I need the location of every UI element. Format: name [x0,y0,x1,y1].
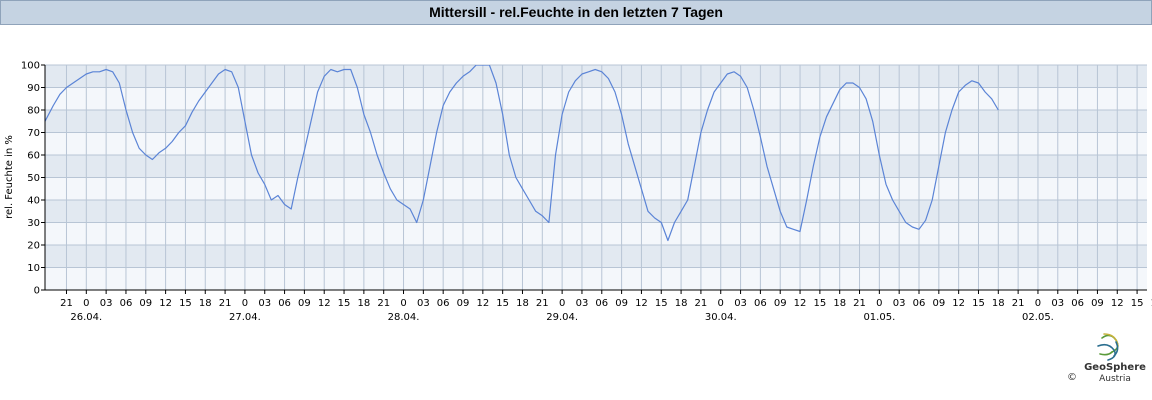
x-tick-label: 09 [932,298,945,309]
x-tick-label: 0 [718,298,724,309]
band [45,65,1147,88]
band [45,155,1147,178]
x-tick-label: 06 [437,298,450,309]
x-tick-label: 06 [595,298,608,309]
x-tick-label: 12 [794,298,807,309]
y-tick-label: 100 [21,61,40,72]
x-tick-label: 03 [576,298,589,309]
x-tick-labels: 21 0 03 06 09 12 15 18 21 0 03 06 09 12 15 18 21 0 03 06 09 1… [60,298,1152,309]
x-tick-label: 21 [695,298,708,309]
x-tick-label: 09 [457,298,470,309]
x-tick-label: 09 [615,298,628,309]
logo-name: GeoSphere [1084,362,1146,373]
x-tick-label: 12 [476,298,489,309]
x-tick-label: 0 [559,298,565,309]
y-tick-label: 90 [27,83,40,94]
x-tick-label: 15 [496,298,509,309]
x-tick-label: 06 [278,298,291,309]
x-tick-label: 18 [358,298,371,309]
date-label: 26.04. [70,312,102,323]
x-tick-label: 06 [913,298,926,309]
x-tick-label: 21 [1012,298,1025,309]
x-tick-label: 03 [258,298,271,309]
x-tick-label: 18 [1151,298,1152,309]
x-tick-label: 09 [298,298,311,309]
band [45,222,1147,245]
x-tick-label: 15 [338,298,351,309]
x-tick-label: 09 [139,298,152,309]
date-label: 30.04. [705,312,737,323]
x-tick-label: 15 [655,298,668,309]
x-tick-label: 09 [1091,298,1104,309]
x-tick-label: 12 [1111,298,1124,309]
y-tick-label: 10 [27,263,40,274]
x-tick-label: 06 [120,298,133,309]
date-labels: 26.04. 27.04. 28.04. 29.04. 30.04. 01.05. 02.0… [70,312,1054,323]
x-tick-label: 21 [60,298,73,309]
x-tick-label: 0 [242,298,248,309]
y-tick-label: 0 [34,286,40,297]
y-tick-label: 70 [27,128,40,139]
band [45,132,1147,155]
band [45,87,1147,110]
x-tick-label: 12 [952,298,965,309]
y-tick-labels: 0 10 20 30 40 50 60 70 80 90 100 [21,61,40,297]
y-axis-title: rel. Feuchte in % [4,135,15,219]
x-tick-label: 12 [635,298,648,309]
date-label: 27.04. [229,312,261,323]
y-tick-label: 30 [27,218,40,229]
x-tick-label: 06 [1071,298,1084,309]
x-tick-label: 15 [972,298,985,309]
chart-title: Mittersill - rel.Feuchte in den letzten … [0,0,1152,25]
x-tick-label: 0 [1035,298,1041,309]
x-tick-label: 15 [814,298,827,309]
x-tick-label: 0 [83,298,89,309]
x-tick-label: 06 [754,298,767,309]
band [45,110,1147,133]
x-tick-label: 12 [159,298,172,309]
x-tick-label: 12 [318,298,331,309]
copyright-mark: © [1067,372,1077,383]
band [45,177,1147,200]
x-tick-label: 03 [417,298,430,309]
humidity-series-line [45,65,999,242]
x-tick-label: 18 [675,298,688,309]
date-label: 02.05. [1022,312,1054,323]
x-tick-label: 18 [199,298,212,309]
x-tick-label: 21 [219,298,232,309]
x-tick-label: 09 [774,298,787,309]
date-label: 28.04. [388,312,420,323]
x-tick-label: 21 [536,298,549,309]
y-tick-label: 50 [27,173,40,184]
date-label: 01.05. [863,312,895,323]
vertical-gridlines [65,65,1138,294]
x-tick-label: 21 [853,298,866,309]
y-tick-label: 80 [27,106,40,117]
series-layer [45,65,999,242]
x-tick-label: 18 [833,298,846,309]
date-label: 29.04. [546,312,578,323]
x-tick-label: 03 [734,298,747,309]
geosphere-logo-icon [1097,333,1119,361]
x-tick-label: 0 [876,298,882,309]
x-tick-label: 03 [893,298,906,309]
band [45,245,1147,268]
x-tick-label: 15 [1131,298,1144,309]
y-tick-label: 60 [27,151,40,162]
x-tick-label: 15 [179,298,192,309]
band [45,200,1147,223]
x-tick-label: 18 [516,298,529,309]
x-tick-label: 18 [992,298,1005,309]
plot-background-bands [45,65,1147,290]
logo-sub: Austria [1099,374,1131,384]
x-tick-label: 0 [400,298,406,309]
band [45,267,1147,290]
axes [44,65,1147,291]
y-tick-label: 20 [27,241,40,252]
x-tick-label: 03 [1051,298,1064,309]
x-tick-label: 21 [377,298,390,309]
y-tick-label: 40 [27,196,40,207]
x-tick-label: 03 [100,298,113,309]
